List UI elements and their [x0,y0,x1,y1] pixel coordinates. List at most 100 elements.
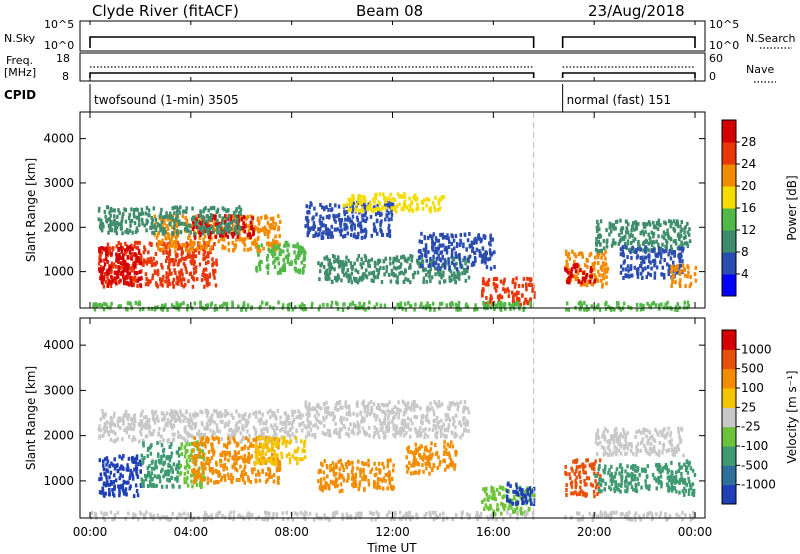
echo-cell [271,435,275,440]
echo-cell [644,229,647,234]
echo-cell [434,433,437,438]
echo-cell [273,428,276,433]
echo-cell [330,479,333,484]
echo-cell [373,484,376,489]
echo-cell [224,223,228,228]
echo-cell [127,413,131,418]
echo-cell [160,443,164,448]
echo-cell [687,232,691,237]
echo-cell [312,221,316,226]
echo-cell [336,255,340,260]
echo-cell [502,281,505,286]
echo-cell [325,415,328,420]
echo-cell [420,255,424,260]
echo-cell [519,302,522,307]
echo-cell [488,248,492,253]
echo-cell [604,267,608,272]
echo-cell [276,409,280,413]
echo-cell [448,275,451,280]
echo-cell [263,232,267,237]
echo-cell [175,275,179,280]
echo-cell [182,301,185,306]
echo-cell [189,416,193,421]
echo-cell [193,436,196,441]
echo-cell [409,417,412,422]
echo-cell [263,436,266,441]
echo-cell [597,222,600,227]
echo-cell [612,223,616,228]
echo-cell [331,461,335,466]
echo-cell [359,262,362,267]
echo-cell [118,418,121,423]
echo-cell [669,219,673,224]
echo-cell [380,409,384,414]
echo-cell [272,441,276,446]
echo-cell [231,304,234,308]
echo-cell [120,224,123,229]
echo-cell [309,407,312,412]
echo-cell [678,252,681,257]
echo-cell [163,227,166,232]
echo-cell [567,268,571,272]
echo-cell [433,208,437,213]
echo-cell [396,407,400,412]
echo-cell [605,300,608,305]
echo-cell [296,242,299,247]
date-title: 23/Aug/2018 [588,2,685,20]
echo-cell [495,277,499,281]
echo-cell [431,234,434,239]
echo-cell [647,248,651,253]
echo-cell [293,250,296,255]
echo-cell [487,257,490,262]
echo-cell [364,212,367,217]
echo-cell [686,300,690,305]
echo-cell [213,242,216,246]
echo-cell [641,241,645,246]
echo-cell [387,425,391,430]
echo-cell [360,418,364,423]
echo-cell [326,235,330,239]
echo-cell [156,475,159,480]
echo-cell [171,206,174,211]
echo-cell [434,418,437,423]
echo-cell [391,419,394,424]
echo-cell [423,435,426,440]
echo-cell [188,233,191,238]
echo-cell [648,259,651,264]
echo-cell [319,263,322,268]
echo-cell [680,263,683,268]
echo-cell [329,433,332,438]
echo-cell [390,271,394,276]
echo-cell [149,473,152,478]
echo-cell [631,234,634,239]
echo-cell [415,258,419,263]
echo-cell [444,413,447,418]
echo-cell [604,307,608,311]
echo-cell [475,247,479,252]
echo-cell [357,487,361,492]
echo-cell [436,266,439,271]
echo-cell [165,250,168,254]
echo-cell [260,243,264,248]
echo-cell [247,438,250,443]
echo-cell [595,236,598,241]
echo-cell [137,256,140,261]
echo-cell [357,254,361,258]
echo-cell [298,457,302,462]
echo-cell [169,219,172,223]
echo-cell [108,226,112,231]
echo-cell [659,255,663,260]
echo-cell [99,221,102,226]
echo-cell [108,279,112,284]
echo-cell [125,430,128,435]
echo-cell [223,463,227,467]
echo-cell [368,433,371,438]
echo-cell [138,307,142,312]
echo-cell [263,427,266,432]
echo-cell [125,426,128,431]
echo-cell [193,476,196,481]
echo-cell [277,300,280,305]
echo-cell [266,220,270,225]
echo-cell [422,428,425,433]
echo-cell [184,266,188,271]
